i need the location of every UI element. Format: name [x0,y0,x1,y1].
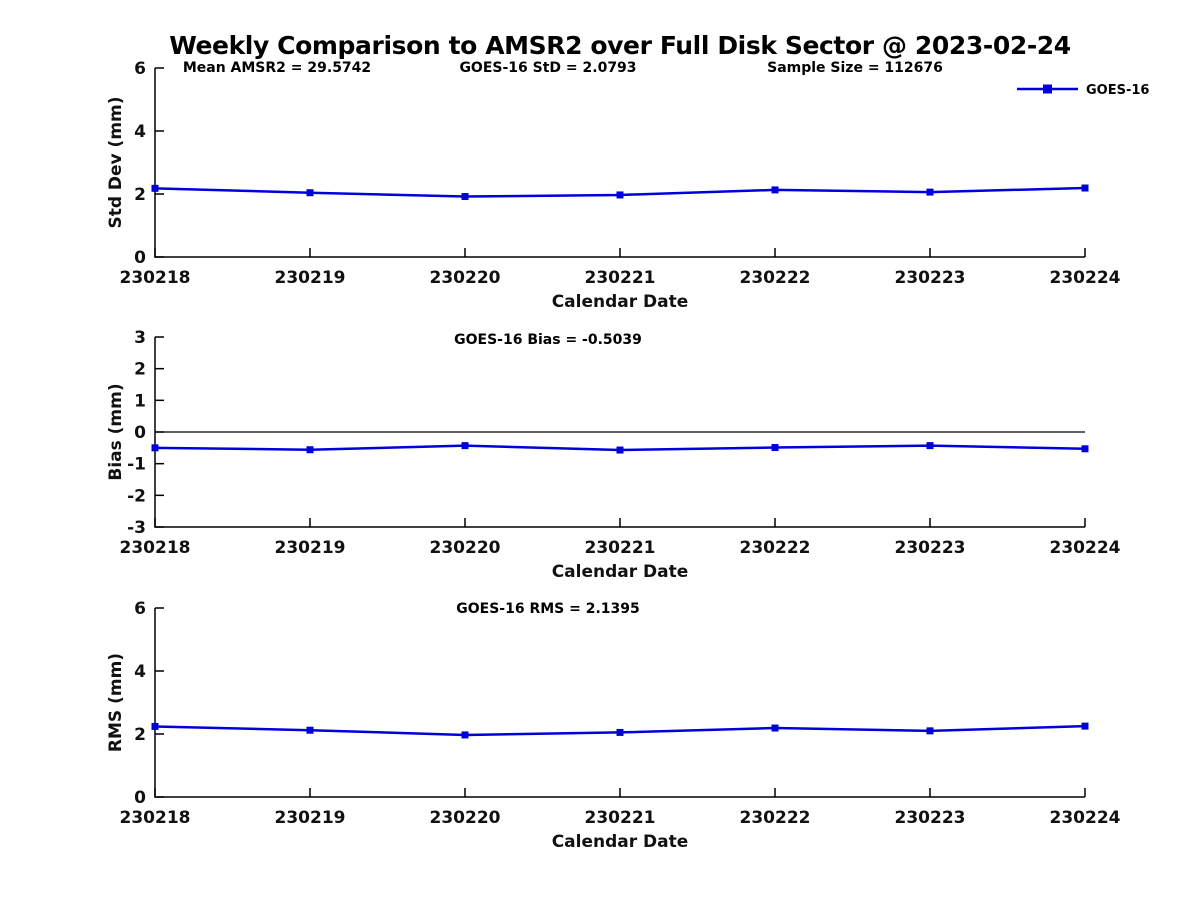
stat-annotation: GOES-16 Bias = -0.5039 [454,332,642,348]
legend-marker-icon [1043,84,1052,94]
y-axis-label: RMS (mm) [106,653,126,752]
figure-title: Weekly Comparison to AMSR2 over Full Dis… [169,31,1071,60]
data-point-marker [926,188,934,196]
y-tick-label: 6 [134,59,146,79]
y-tick-label: 0 [134,788,146,808]
stat-annotation: Mean AMSR2 = 29.5742 [183,60,371,76]
data-point-marker [771,724,779,732]
data-point-marker [306,446,314,454]
axis-spines [154,68,1085,258]
data-point-marker [461,193,469,201]
data-point-marker [616,446,624,454]
x-tick-label: 230219 [275,538,346,558]
x-tick-label: 230223 [895,268,966,288]
data-point-marker [306,726,314,734]
data-point-marker [461,731,469,739]
x-axis-label: Calendar Date [552,562,689,582]
y-tick-label: -3 [127,518,146,538]
x-tick-label: 230221 [585,538,656,558]
x-tick-label: 230223 [895,538,966,558]
y-axis-label: Std Dev (mm) [106,96,126,228]
stddev-subplot: 0 2 4 6 230218 230219 230220 230221 230222 230223… [106,59,1149,310]
rms-subplot: 0 2 4 6 230218 230219 230220 230221 230222 230223… [106,599,1121,852]
x-tick-label: 230218 [120,808,191,828]
x-axis-label: Calendar Date [552,292,689,310]
data-point-marker [306,189,314,197]
y-tick-label: 2 [134,360,146,380]
data-point-marker [151,722,159,730]
data-point-marker [771,186,779,194]
x-tick-label: 230219 [275,808,346,828]
x-tick-label: 230224 [1050,538,1121,558]
x-tick-label: 230221 [585,808,656,828]
data-point-marker [616,191,624,199]
x-tick-label: 230224 [1050,808,1121,828]
x-tick-label: 230218 [120,268,191,288]
x-tick-label: 230222 [740,268,811,288]
bias-subplot: -3 -2 -1 0 1 2 3 230218 230219 230220 230221 230222… [106,328,1121,582]
y-axis-label: Bias (mm) [106,383,126,480]
x-tick-label: 230221 [585,268,656,288]
x-tick-label: 230219 [275,268,346,288]
x-axis-label: Calendar Date [552,832,689,852]
x-tick-label: 230220 [430,808,501,828]
data-point-marker [1081,722,1089,730]
data-point-marker [771,444,779,452]
y-tick-label: 3 [134,328,146,348]
y-tick-label: -2 [127,486,146,506]
x-tick-label: 230222 [740,538,811,558]
data-point-marker [151,184,159,192]
y-tick-label: -1 [127,455,146,475]
y-tick-label: 4 [134,122,146,142]
data-point-marker [1081,445,1089,453]
data-point-marker [1081,184,1089,192]
y-tick-label: 4 [134,662,146,682]
x-tick-label: 230220 [430,268,501,288]
stat-annotation: GOES-16 StD = 2.0793 [459,60,636,76]
y-tick-label: 1 [134,391,146,411]
data-point-marker [151,444,159,452]
y-tick-label: 6 [134,599,146,619]
stat-annotation: Sample Size = 112676 [767,60,943,76]
x-tick-label: 230218 [120,538,191,558]
data-point-marker [616,728,624,736]
x-tick-label: 230223 [895,808,966,828]
data-point-marker [926,727,934,735]
y-tick-label: 2 [134,725,146,745]
x-tick-label: 230220 [430,538,501,558]
y-tick-label: 2 [134,185,146,205]
x-tick-label: 230224 [1050,268,1121,288]
legend-label: GOES-16 [1086,83,1149,98]
axis-spines [154,608,1085,798]
y-tick-label: 0 [134,248,146,268]
y-tick-label: 0 [134,423,146,443]
x-tick-label: 230222 [740,808,811,828]
data-point-marker [461,442,469,450]
stat-annotation: GOES-16 RMS = 2.1395 [456,601,640,617]
data-point-marker [926,442,934,450]
